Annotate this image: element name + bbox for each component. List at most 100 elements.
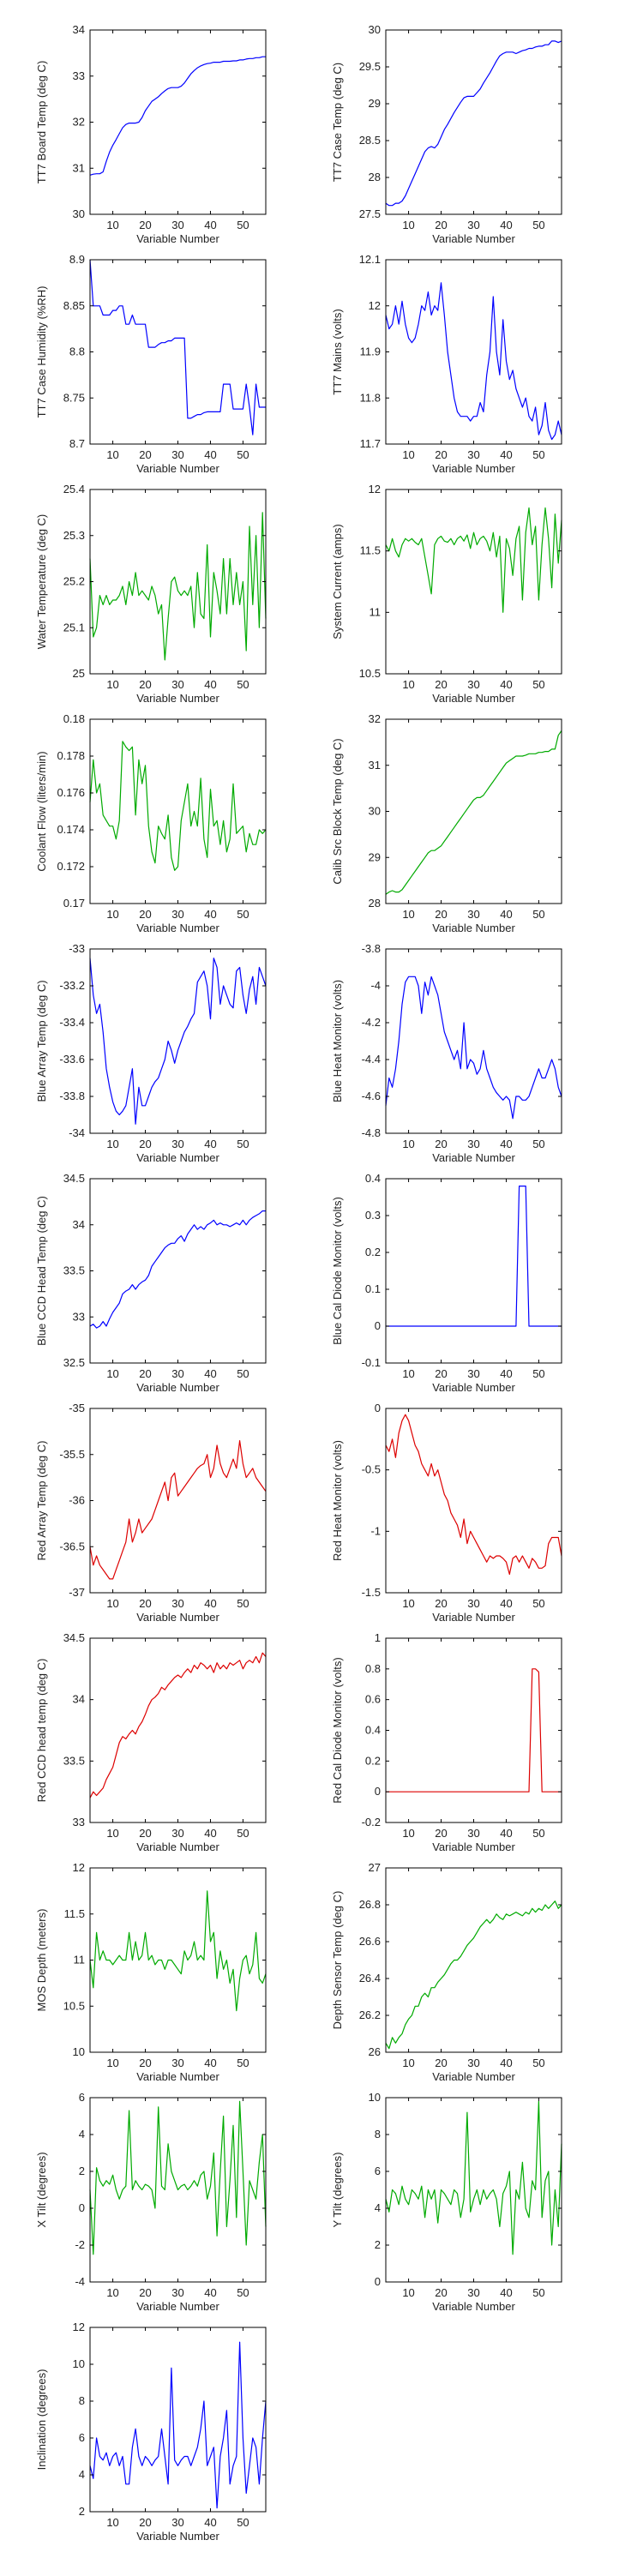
x-tick-label: 30 bbox=[467, 908, 479, 921]
x-tick-label: 30 bbox=[467, 448, 479, 461]
x-axis-label: Variable Number bbox=[136, 2300, 219, 2313]
y-tick-label: 0.172 bbox=[57, 860, 85, 873]
chart-depth-sensor-temp-deg-c: 10 20 30 40 50 26 26.2 26.4 26.6 26.8 27 Variable N… bbox=[331, 1861, 562, 2083]
chart-y-tilt-degrees: 10 20 30 40 50 0 2 4 6 8 10 Variable Number Y Tilt (… bbox=[331, 2091, 562, 2313]
x-tick-label: 50 bbox=[237, 1138, 249, 1150]
x-tick-label: 20 bbox=[139, 1367, 151, 1380]
x-tick-label: 10 bbox=[106, 1367, 118, 1380]
y-tick-label: 0.6 bbox=[365, 1693, 381, 1706]
x-tick-label: 10 bbox=[106, 2057, 118, 2069]
y-axis-label: Red Array Temp (deg C) bbox=[35, 1441, 48, 1561]
y-tick-label: 0.17 bbox=[63, 897, 85, 910]
series-line bbox=[386, 1185, 562, 1327]
y-tick-label: 12 bbox=[73, 2321, 85, 2333]
series-line bbox=[89, 958, 267, 1125]
y-tick-label: 25 bbox=[73, 667, 85, 680]
y-tick-label: -4.6 bbox=[362, 1090, 381, 1102]
x-tick-label: 30 bbox=[467, 1827, 479, 1840]
series-line bbox=[89, 1890, 267, 2012]
x-tick-label: 30 bbox=[171, 2286, 183, 2299]
x-tick-label: 20 bbox=[139, 2286, 151, 2299]
x-tick-label: 30 bbox=[467, 219, 479, 231]
x-tick-label: 50 bbox=[532, 1138, 544, 1150]
x-tick-label: 50 bbox=[237, 678, 249, 691]
x-tick-label: 40 bbox=[204, 1597, 216, 1610]
plot-frame bbox=[89, 489, 267, 675]
y-tick-label: 30 bbox=[369, 23, 381, 36]
y-axis-label: Red Cal Diode Monitor (volts) bbox=[331, 1657, 344, 1804]
x-tick-label: 20 bbox=[435, 1367, 447, 1380]
y-tick-label: -4.8 bbox=[362, 1126, 381, 1139]
plot-frame bbox=[385, 1637, 562, 1823]
x-axis-label: Variable Number bbox=[432, 2300, 515, 2313]
x-tick-label: 40 bbox=[500, 1138, 512, 1150]
x-tick-label: 10 bbox=[402, 908, 414, 921]
series-line bbox=[89, 1439, 267, 1580]
x-tick-label: 20 bbox=[435, 448, 447, 461]
y-tick-label: 0.1 bbox=[365, 1282, 381, 1295]
y-tick-label: 0.2 bbox=[365, 1246, 381, 1258]
x-axis-label: Variable Number bbox=[432, 2070, 515, 2083]
series-line bbox=[385, 282, 562, 441]
x-tick-label: 40 bbox=[204, 1367, 216, 1380]
x-axis-label: Variable Number bbox=[136, 1611, 219, 1624]
y-tick-label: 0.8 bbox=[365, 1662, 381, 1675]
y-tick-label: -35.5 bbox=[59, 1448, 85, 1461]
x-axis-label: Variable Number bbox=[432, 1151, 515, 1164]
x-axis-label: Variable Number bbox=[136, 2530, 219, 2543]
x-tick-label: 20 bbox=[435, 219, 447, 231]
chart-red-cal-diode-monitor-volts: 10 20 30 40 50 -0.2 0 0.2 0.4 0.6 0.8 1 Variable Num… bbox=[331, 1631, 562, 1853]
y-tick-label: 4 bbox=[375, 2201, 381, 2214]
y-tick-label: 33.5 bbox=[63, 1264, 85, 1277]
x-tick-label: 50 bbox=[237, 448, 249, 461]
y-tick-label: 8.9 bbox=[69, 253, 85, 266]
x-axis-label: Variable Number bbox=[432, 1611, 515, 1624]
y-tick-label: -33.2 bbox=[59, 979, 85, 992]
x-tick-label: 20 bbox=[139, 2516, 151, 2529]
x-tick-label: 20 bbox=[435, 1597, 447, 1610]
x-axis-label: Variable Number bbox=[432, 1840, 515, 1853]
y-tick-label: 27.5 bbox=[359, 207, 381, 220]
series-line bbox=[89, 1210, 266, 1329]
x-tick-label: 40 bbox=[500, 678, 512, 691]
y-axis-label: Calib Src Block Temp (deg C) bbox=[331, 738, 344, 884]
x-tick-label: 30 bbox=[171, 908, 183, 921]
y-tick-label: 0 bbox=[375, 1402, 381, 1414]
x-tick-label: 30 bbox=[467, 1367, 479, 1380]
y-tick-label: 0.4 bbox=[365, 1724, 381, 1737]
x-tick-label: 40 bbox=[500, 1367, 512, 1380]
y-tick-label: 28.5 bbox=[359, 134, 381, 147]
x-tick-label: 50 bbox=[237, 908, 249, 921]
y-tick-label: 26.2 bbox=[359, 2009, 381, 2021]
y-tick-label: 0.18 bbox=[63, 712, 85, 725]
y-tick-label: -35 bbox=[69, 1402, 85, 1414]
x-tick-label: 30 bbox=[467, 2057, 479, 2069]
x-tick-label: 10 bbox=[106, 678, 118, 691]
x-tick-label: 30 bbox=[171, 1827, 183, 1840]
x-tick-label: 40 bbox=[500, 219, 512, 231]
x-tick-label: 20 bbox=[435, 1138, 447, 1150]
x-tick-label: 40 bbox=[204, 219, 216, 231]
chart-inclination-degrees: 10 20 30 40 50 2 4 6 8 10 12 Variable Number Inclina… bbox=[35, 2321, 267, 2543]
x-tick-label: 50 bbox=[237, 2516, 249, 2529]
x-tick-label: 10 bbox=[402, 1597, 414, 1610]
y-axis-label: Blue Cal Diode Monitor (volts) bbox=[331, 1197, 344, 1345]
y-axis-label: Red CCD head temp (deg C) bbox=[35, 1659, 48, 1803]
x-axis-label: Variable Number bbox=[136, 1840, 219, 1853]
x-tick-label: 40 bbox=[204, 908, 216, 921]
x-tick-label: 10 bbox=[402, 678, 414, 691]
y-tick-label: -33 bbox=[69, 942, 85, 955]
x-tick-label: 30 bbox=[467, 678, 479, 691]
y-tick-label: 12 bbox=[369, 483, 381, 495]
x-tick-label: 10 bbox=[402, 448, 414, 461]
x-tick-label: 30 bbox=[467, 2286, 479, 2299]
x-tick-label: 30 bbox=[171, 1138, 183, 1150]
x-tick-label: 40 bbox=[204, 2516, 216, 2529]
y-tick-label: 30 bbox=[73, 207, 85, 220]
y-tick-label: 4 bbox=[79, 2128, 85, 2141]
y-tick-label: 26.6 bbox=[359, 1935, 381, 1948]
y-tick-label: 11 bbox=[74, 1954, 86, 1967]
x-tick-label: 40 bbox=[204, 2057, 216, 2069]
